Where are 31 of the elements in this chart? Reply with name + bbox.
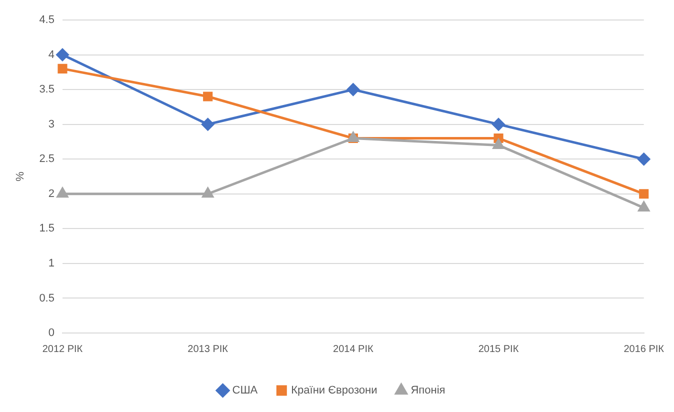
- x-tick-label: 2013 РІК: [188, 344, 228, 355]
- x-tick-label: 2014 РІК: [333, 344, 374, 355]
- y-tick-label: 2.5: [39, 153, 54, 166]
- point: [202, 188, 214, 198]
- point: [58, 64, 68, 74]
- x-tick-label: 2015 РІК: [478, 344, 519, 355]
- point: [639, 189, 649, 199]
- x-tick-label: 2012 РІК: [42, 344, 83, 355]
- y-tick-label: 3.5: [39, 84, 54, 96]
- y-tick-label: 1.5: [39, 222, 54, 235]
- y-tick-label: 4: [48, 48, 54, 61]
- y-tick-label: 0: [48, 327, 54, 340]
- point: [492, 138, 504, 149]
- point: [56, 188, 68, 198]
- y-tick-label: 2: [48, 188, 54, 200]
- point: [346, 83, 360, 96]
- point: [638, 152, 650, 166]
- legend-label: США: [232, 384, 258, 397]
- point: [492, 118, 505, 131]
- y-tick-label: 0.5: [39, 292, 54, 304]
- legend-label: Країни Єврозони: [291, 384, 378, 397]
- legend-label: Японія: [410, 384, 446, 397]
- point: [56, 48, 69, 62]
- y-tick-label: 4.5: [39, 14, 54, 26]
- y-axis-title: %: [14, 171, 27, 182]
- y-tick-label: 1: [48, 257, 54, 270]
- x-tick-label: 2016 РІК: [624, 344, 664, 355]
- point: [203, 92, 213, 102]
- point: [638, 202, 650, 212]
- y-tick-label: 3: [48, 118, 54, 130]
- point: [202, 118, 214, 131]
